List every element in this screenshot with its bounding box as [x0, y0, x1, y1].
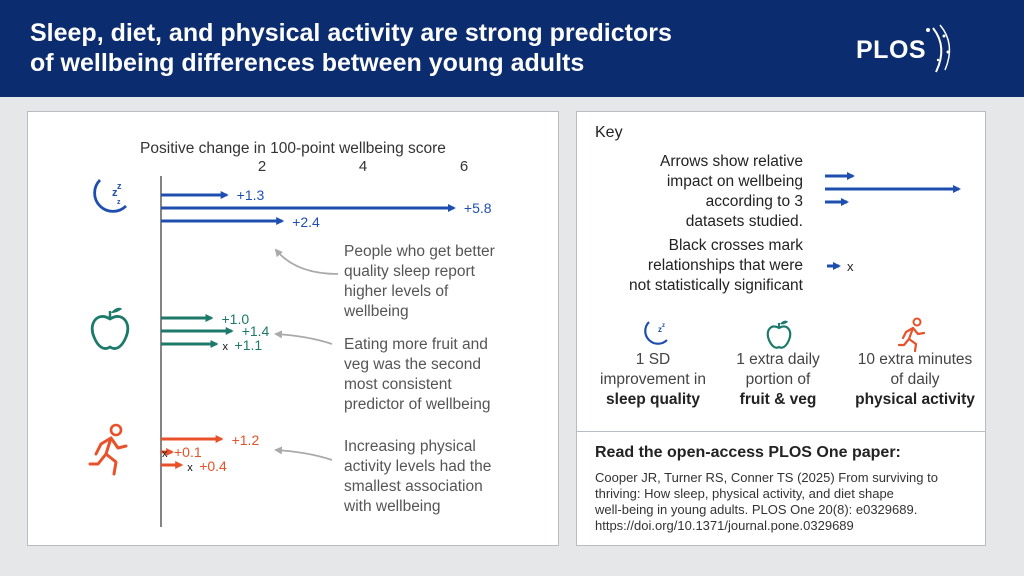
paper-heading: Read the open-access PLOS One paper:	[595, 444, 901, 461]
svg-text:z: z	[112, 187, 118, 199]
key-category-diet: 1 extra daily portion of fruit & veg	[713, 350, 843, 410]
paper-citation[interactable]: Cooper JR, Turner RS, Conner TS (2025) F…	[595, 470, 975, 534]
sleep-note-line: People who get better	[344, 243, 495, 260]
not-significant-cross: x	[187, 462, 193, 474]
svg-text:z: z	[658, 325, 662, 334]
category-bold-label: physical activity	[855, 391, 975, 408]
activity-note: Increasing physical activity levels had …	[344, 437, 491, 517]
key-arrows-graphic: x	[825, 172, 961, 274]
key-icons-row: z z	[644, 317, 926, 353]
key-crosses-line: Black crosses mark	[668, 237, 803, 254]
activity-value-label: +0.1	[174, 444, 202, 460]
category-line: 1 extra daily	[736, 351, 820, 368]
key-arrows-line: impact on wellbeing	[666, 173, 803, 190]
category-line: portion of	[745, 371, 811, 388]
key-cross-symbol: x	[847, 259, 854, 274]
key-category-sleep: 1 SD improvement in sleep quality	[588, 350, 718, 410]
x-axis-label: Positive change in 100-point wellbeing s…	[140, 140, 446, 157]
diet-note-line: Eating more fruit and	[344, 336, 488, 353]
running-person-icon	[897, 317, 926, 353]
plos-logo[interactable]: PLOS	[848, 22, 958, 77]
citation-line: thriving: How sleep, physical activity, …	[595, 486, 894, 501]
sleep-value-label: +2.4	[292, 214, 320, 230]
key-category-activity: 10 extra minutes of daily physical activ…	[845, 350, 985, 410]
category-line: 10 extra minutes	[857, 351, 973, 368]
diet-note-pointer	[274, 330, 333, 345]
x-tick-label: 4	[359, 158, 367, 175]
sleep-note-line: wellbeing	[344, 303, 409, 320]
x-tick-label: 6	[460, 158, 468, 175]
header-banner: Sleep, diet, and physical activity are s…	[0, 0, 1024, 97]
apple-icon	[766, 320, 792, 349]
doi-link[interactable]: https://doi.org/10.1371/journal.pone.032…	[595, 518, 854, 533]
key-title: Key	[595, 124, 623, 141]
key-arrows-line: according to 3	[705, 193, 803, 210]
category-line: 1 SD	[635, 351, 671, 368]
sleep-note-line: higher levels of	[344, 283, 449, 300]
apple-icon	[90, 307, 130, 350]
diet-note: Eating more fruit and veg was the second…	[344, 335, 490, 415]
key-arrows-text: Arrows show relative impact on wellbeing…	[587, 152, 803, 232]
wellbeing-chart: Positive change in 100-point wellbeing s…	[88, 140, 492, 527]
activity-value-label: +0.4	[199, 458, 227, 474]
diet-note-line: veg was the second	[344, 356, 482, 373]
citation-line: Cooper JR, Turner RS, Conner TS (2025) F…	[595, 470, 938, 485]
category-line: of daily	[890, 371, 940, 388]
category-bold-label: fruit & veg	[739, 391, 817, 408]
sleep-moon-icon: z z	[644, 321, 668, 345]
key-panel: Key Arrows show relative impact on wellb…	[576, 111, 986, 546]
activity-note-line: activity levels had the	[344, 458, 492, 475]
sleep-moon-icon: z z z	[93, 179, 127, 213]
activity-note-line: smallest association	[344, 478, 483, 495]
sleep-note: People who get better quality sleep repo…	[344, 242, 495, 322]
logo-text: PLOS	[856, 36, 927, 64]
diet-note-line: predictor of wellbeing	[344, 396, 491, 413]
logo-sparkle-icon	[926, 24, 951, 73]
diet-value-label: +1.4	[242, 323, 270, 339]
activity-note-line: with wellbeing	[344, 498, 441, 515]
not-significant-cross: x	[162, 448, 168, 460]
svg-text:z: z	[662, 323, 665, 329]
activity-value-label: +1.2	[232, 432, 260, 448]
key-crosses-line: relationships that were	[647, 257, 803, 274]
key-crosses-text: Black crosses mark relationships that we…	[587, 236, 803, 296]
running-person-icon	[88, 423, 128, 476]
svg-text:z: z	[117, 199, 121, 206]
diet-note-line: most consistent	[344, 376, 452, 393]
diet-value-label: +1.1	[235, 337, 263, 353]
diet-value-label: +1.0	[222, 311, 250, 327]
svg-text:z: z	[117, 181, 122, 191]
sleep-value-label: +1.3	[237, 187, 265, 203]
citation-line: well-being in young adults. PLOS One 20(…	[595, 502, 918, 517]
activity-note-line: Increasing physical	[344, 438, 476, 455]
key-arrows-line: Arrows show relative	[660, 153, 803, 170]
key-crosses-line: not statistically significant	[628, 277, 803, 294]
category-line: improvement in	[600, 371, 706, 388]
chart-panel: Positive change in 100-point wellbeing s…	[27, 111, 559, 546]
page-title: Sleep, diet, and physical activity are s…	[30, 19, 672, 77]
not-significant-cross: x	[223, 341, 229, 353]
activity-note-pointer	[274, 446, 333, 461]
sleep-note-pointer	[274, 248, 339, 275]
sleep-note-line: quality sleep report	[344, 263, 475, 280]
category-bold-label: sleep quality	[606, 391, 700, 408]
x-tick-label: 2	[258, 158, 266, 175]
key-divider	[577, 431, 985, 432]
key-arrows-line: datasets studied.	[685, 213, 803, 230]
sleep-value-label: +5.8	[464, 200, 492, 216]
